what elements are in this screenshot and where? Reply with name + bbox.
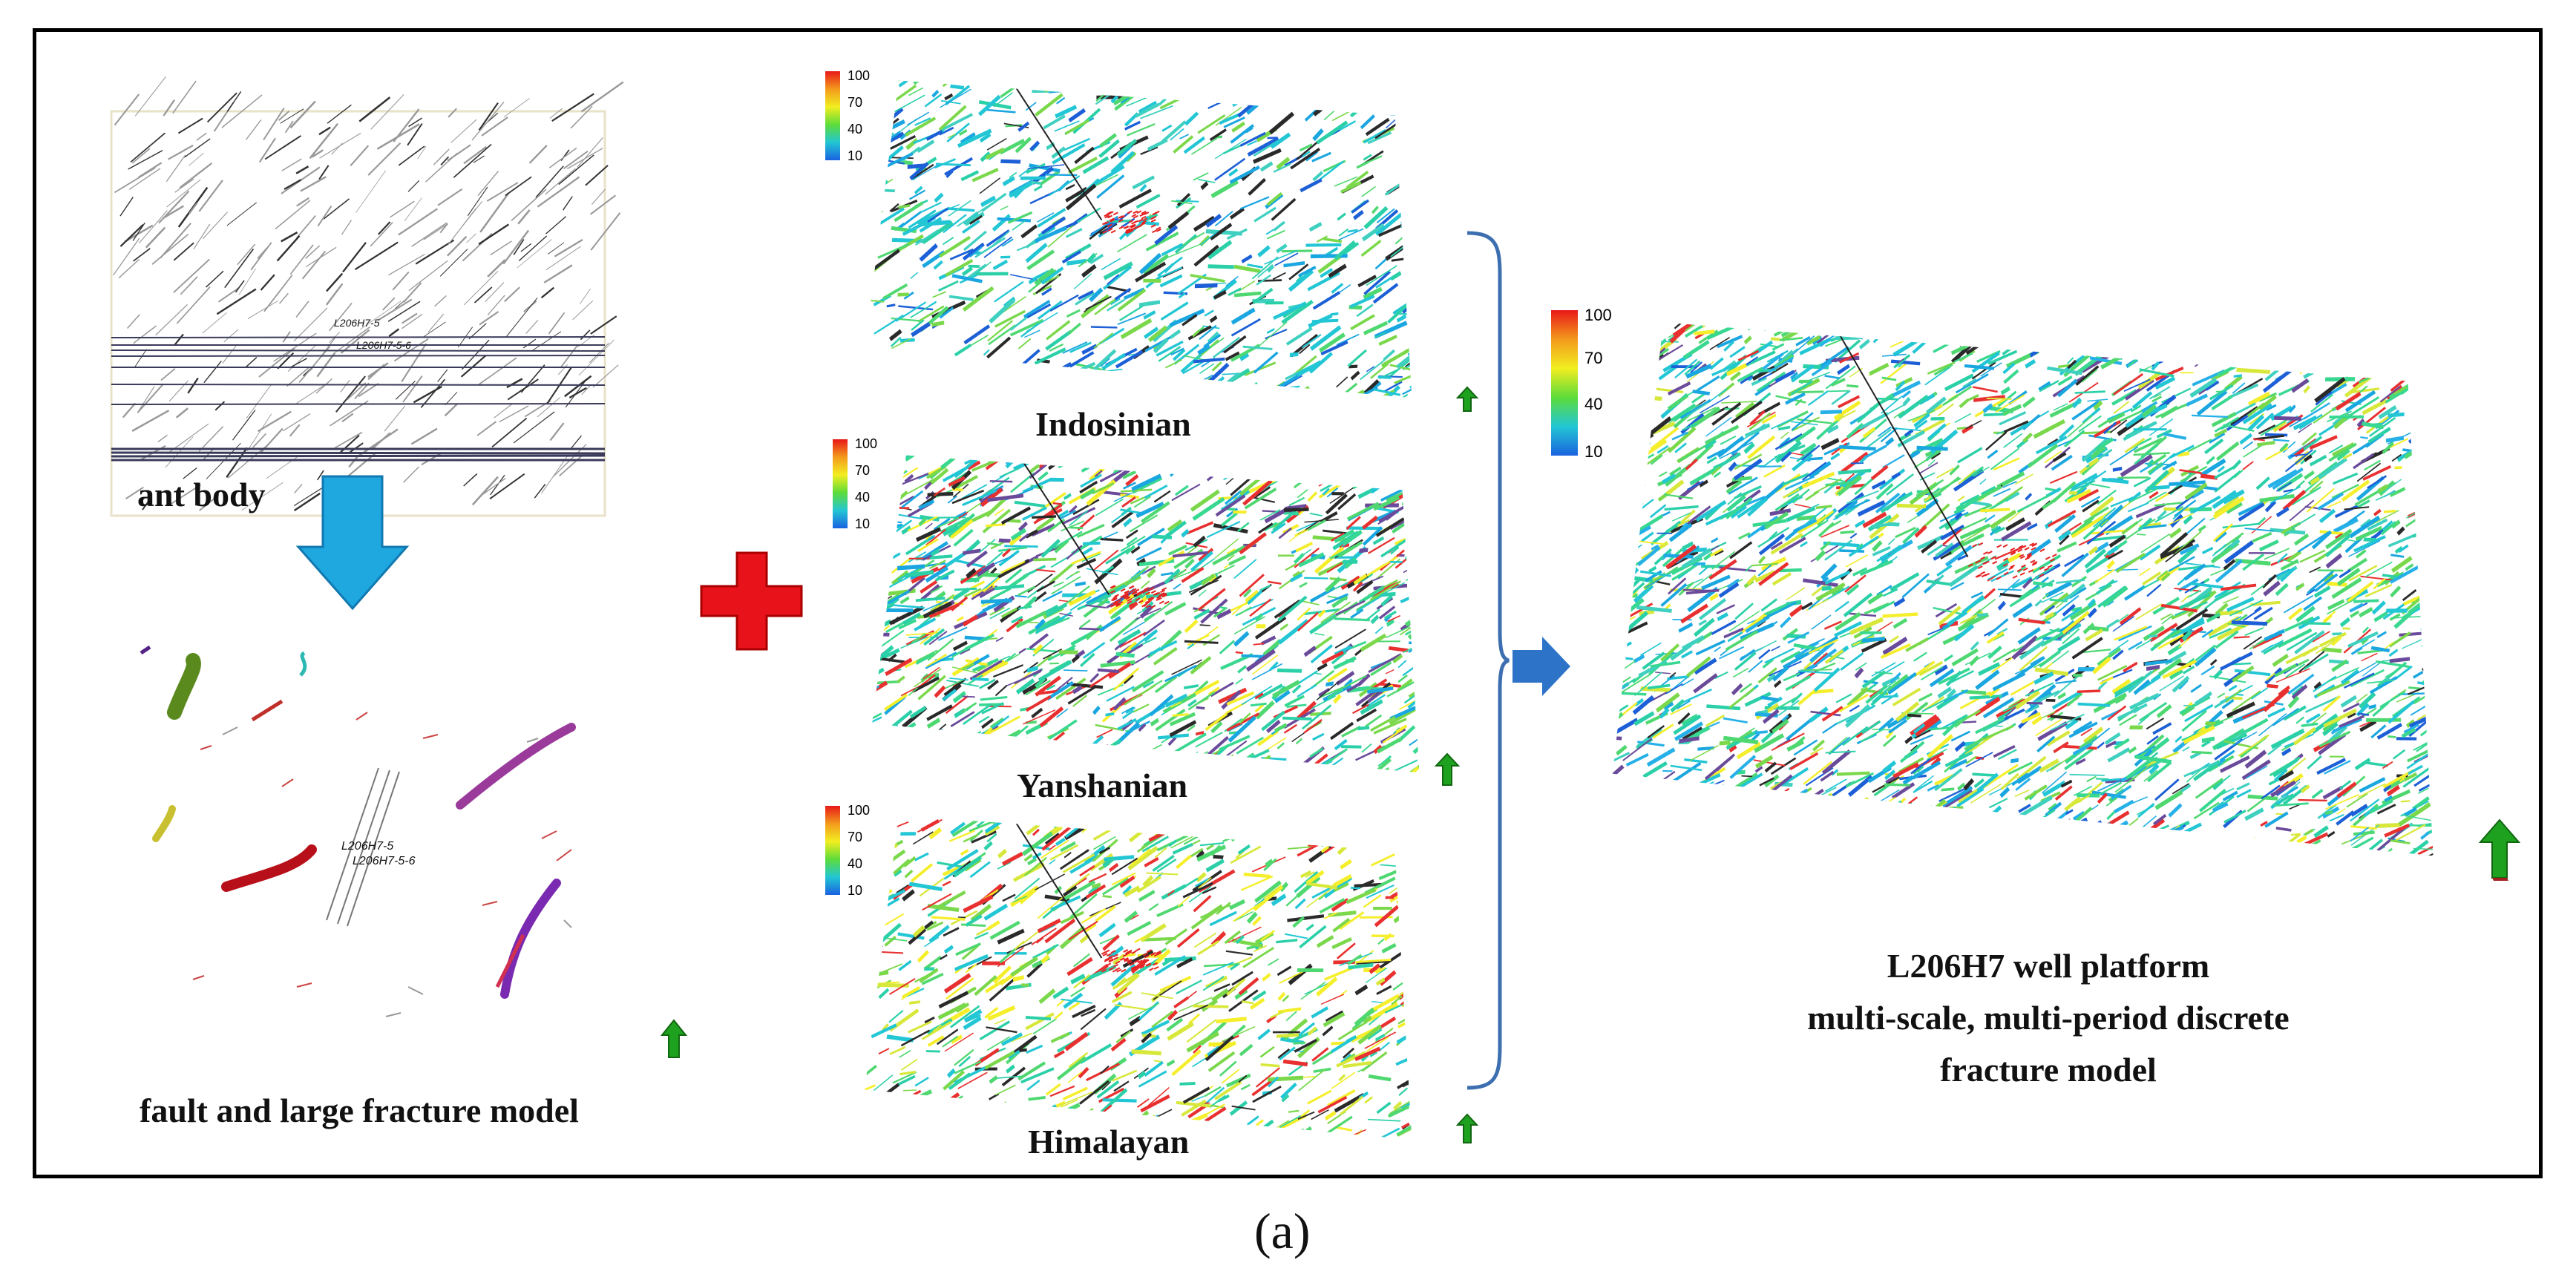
result-title-line3: fracture model bbox=[1940, 1051, 2157, 1089]
down-arrow-icon bbox=[295, 475, 410, 611]
fault-model-label: fault and large fracture model bbox=[140, 1092, 579, 1129]
colorbar: 100 70 40 10 bbox=[1540, 306, 1622, 462]
figure-caption: (a) bbox=[1254, 1203, 1311, 1259]
indosinian-label: Indosinian bbox=[1035, 405, 1191, 443]
result-title-line1: L206H7 well platform bbox=[1887, 947, 2210, 985]
brace-icon bbox=[1466, 231, 1510, 1090]
north-arrow-icon bbox=[2478, 818, 2521, 881]
north-arrow-icon bbox=[1455, 1113, 1479, 1143]
ant-body-label: ant body bbox=[137, 476, 266, 513]
indosinian-fracture-model bbox=[865, 80, 1412, 398]
colorbar: 100 70 40 10 bbox=[816, 68, 876, 165]
svg-text:L206H7-5: L206H7-5 bbox=[341, 840, 393, 853]
yanshanian-label: Yanshanian bbox=[1017, 767, 1188, 804]
north-arrow-icon bbox=[1434, 752, 1461, 786]
fault-fracture-model-image: L206H7-5 L206H7-5-6 bbox=[140, 645, 576, 1017]
combined-fracture-model bbox=[1612, 322, 2434, 856]
colorbar: 100 70 40 10 bbox=[816, 803, 876, 899]
himalayan-label: Himalayan bbox=[1028, 1123, 1190, 1161]
himalayan-fracture-model bbox=[865, 815, 1412, 1140]
plus-icon bbox=[700, 551, 803, 651]
result-title-line2: multi-scale, multi-period discrete bbox=[1807, 999, 2290, 1037]
svg-text:L206H7-5-6: L206H7-5-6 bbox=[353, 855, 416, 867]
ant-body-image: L206H7-5 L206H7-5-6 bbox=[110, 76, 624, 517]
svg-text:L206H7-5-6: L206H7-5-6 bbox=[356, 339, 411, 351]
colorbar: 100 70 40 10 bbox=[824, 436, 883, 533]
right-arrow-icon bbox=[1513, 637, 1570, 696]
svg-text:L206H7-5: L206H7-5 bbox=[334, 317, 380, 329]
yanshanian-fracture-model bbox=[872, 455, 1420, 773]
north-arrow-icon bbox=[1455, 386, 1479, 412]
north-arrow-icon bbox=[660, 1019, 688, 1058]
